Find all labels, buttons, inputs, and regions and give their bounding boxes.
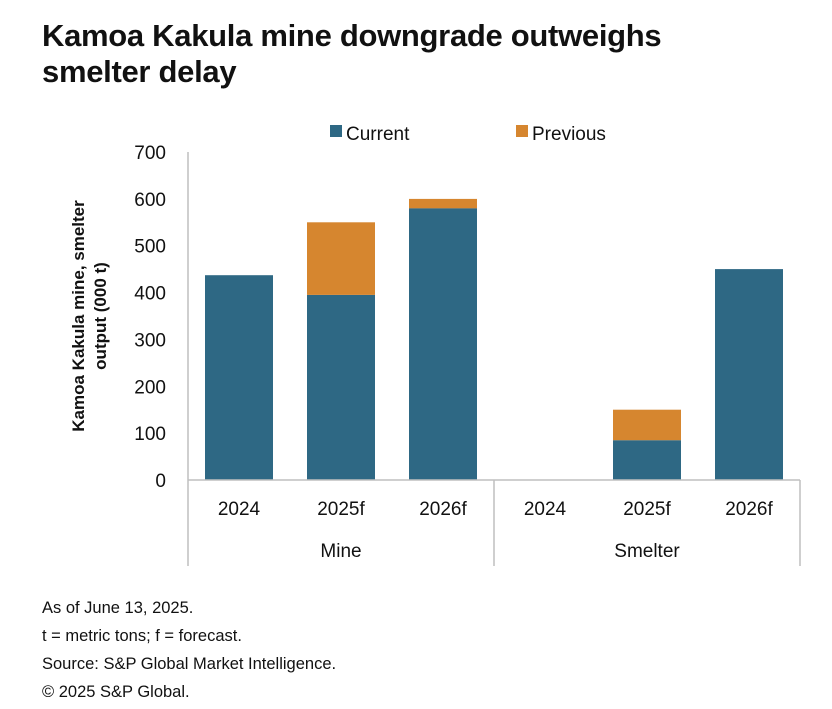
y-axis-title: Kamoa Kakula mine, smelter output (000 t)	[69, 200, 110, 432]
x-tick-label: 2026f	[725, 499, 773, 520]
footnote-units: t = metric tons; f = forecast.	[42, 627, 242, 645]
y-tick-label: 300	[134, 330, 166, 351]
y-tick-label: 0	[155, 471, 166, 492]
bar-current-5	[715, 269, 783, 480]
legend-swatch-current	[330, 125, 342, 137]
y-axis-label-line-2: output (000 t)	[91, 262, 110, 370]
chart-title: Kamoa Kakula mine downgrade outweighs sm…	[42, 18, 802, 90]
y-tick-label: 200	[134, 377, 166, 398]
footnote-source: Source: S&P Global Market Intelligence.	[42, 655, 337, 673]
chart-title-line-2: smelter delay	[42, 54, 237, 89]
x-group-label-smelter: Smelter	[614, 541, 680, 562]
x-tick-label: 2026f	[419, 499, 467, 520]
legend-label-current: Current	[346, 124, 410, 145]
bar-previous-2	[409, 198, 477, 209]
y-tick-label: 100	[134, 424, 166, 445]
x-tick-label: 2025f	[317, 499, 365, 520]
x-tick-label: 2024	[218, 499, 261, 520]
bar-current-1	[307, 294, 375, 480]
footnote-date: As of June 13, 2025.	[42, 599, 194, 617]
y-tick-label: 500	[134, 237, 166, 258]
x-group-label-mine: Mine	[320, 541, 361, 562]
legend: Current Previous	[330, 124, 606, 145]
y-tick-label: 700	[134, 143, 166, 164]
legend-swatch-previous	[516, 125, 528, 137]
y-axis-label: Kamoa Kakula mine, smelter output (000 t)	[69, 200, 110, 432]
bar-previous-4	[613, 409, 681, 441]
legend-label-previous: Previous	[532, 124, 606, 145]
x-tick-label: 2025f	[623, 499, 671, 520]
footnote-copyright: © 2025 S&P Global.	[42, 683, 190, 701]
bars	[205, 198, 783, 480]
y-tick-label: 400	[134, 284, 166, 305]
chart-title-line-1: Kamoa Kakula mine downgrade outweighs	[42, 18, 662, 53]
bar-current-2	[409, 208, 477, 480]
y-axis-label-line-1: Kamoa Kakula mine, smelter	[69, 200, 88, 432]
y-tick-label: 600	[134, 190, 166, 211]
y-axis-tick-labels: 0 100 200 300 400 500 600 700	[134, 143, 166, 492]
bar-current-4	[613, 440, 681, 480]
axis-lines	[187, 152, 801, 566]
footnotes: As of June 13, 2025. t = metric tons; f …	[42, 594, 336, 706]
bar-previous-1	[307, 222, 375, 295]
x-axis-labels: 2024 2025f 2026f 2024 2025f 2026f Mine Smelter	[218, 499, 774, 562]
x-tick-label: 2024	[524, 499, 567, 520]
bar-current-0	[205, 275, 273, 480]
